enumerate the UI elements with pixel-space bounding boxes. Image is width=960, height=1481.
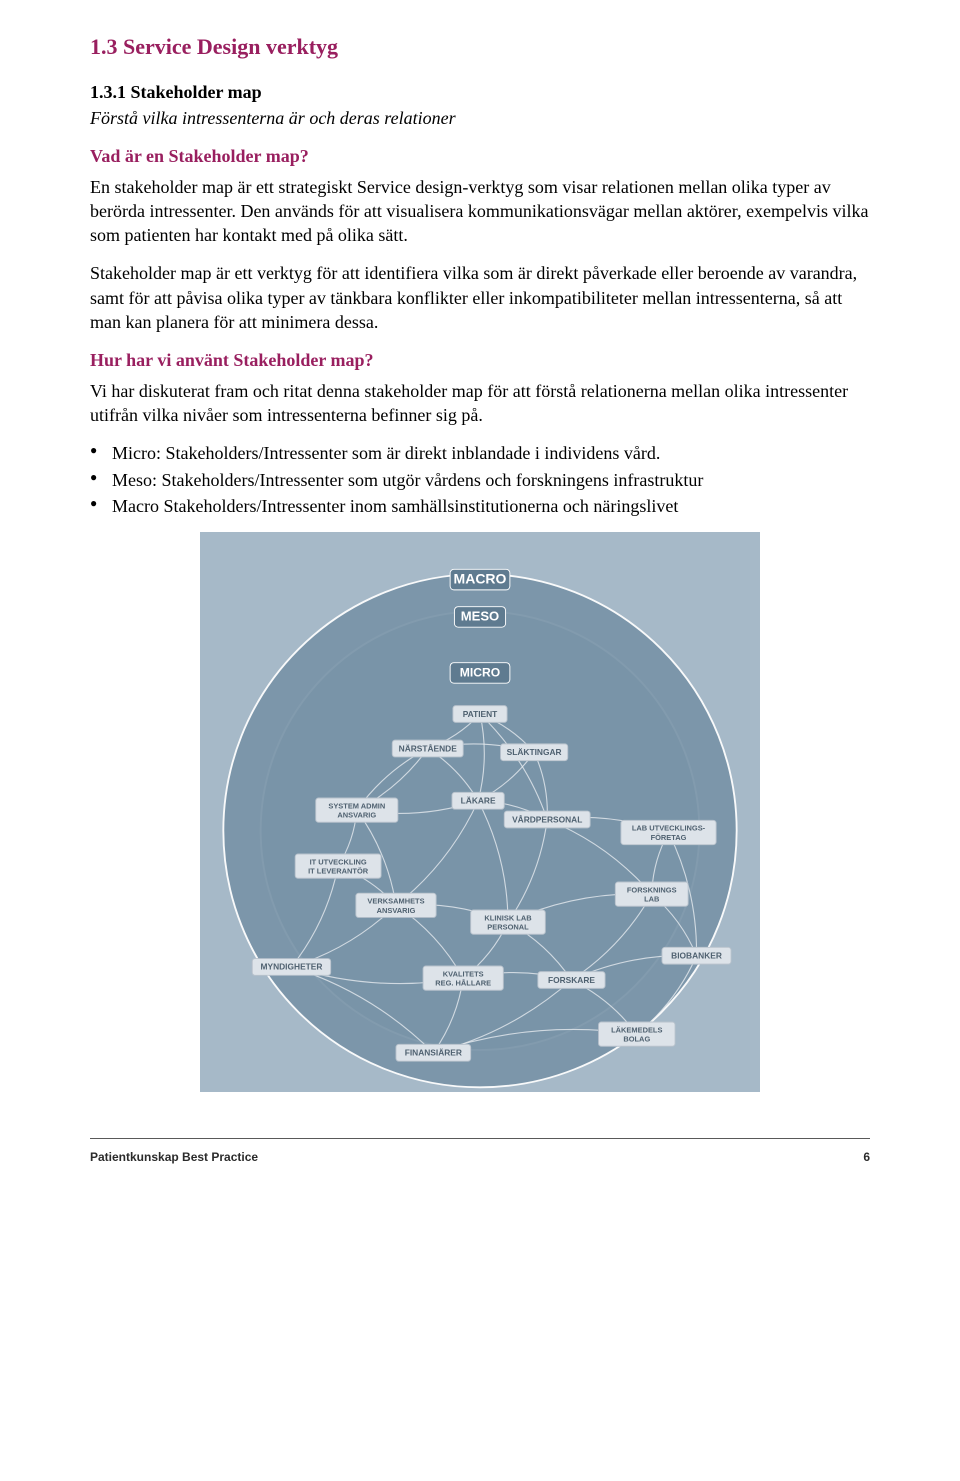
svg-text:IT UTVECKLING: IT UTVECKLING bbox=[310, 857, 367, 866]
stakeholder-map-diagram: MACRO MESO MICRO PATIENT NÄRSTÅENDE SLÄKTINGA… bbox=[90, 532, 870, 1092]
svg-text:FÖRETAG: FÖRETAG bbox=[651, 833, 687, 842]
svg-text:ANSVARIG: ANSVARIG bbox=[337, 811, 376, 820]
svg-text:REG. HÅLLARE: REG. HÅLLARE bbox=[435, 979, 491, 988]
svg-text:LAB: LAB bbox=[644, 895, 660, 904]
paragraph-1: En stakeholder map är ett strategiskt Se… bbox=[90, 175, 870, 248]
paragraph-3: Vi har diskuterat fram och ritat denna s… bbox=[90, 379, 870, 428]
svg-text:SLÄKTINGAR: SLÄKTINGAR bbox=[507, 747, 562, 757]
svg-text:FINANSIÄRER: FINANSIÄRER bbox=[405, 1048, 462, 1058]
page-number: 6 bbox=[863, 1149, 870, 1165]
svg-text:MYNDIGHETER: MYNDIGHETER bbox=[261, 962, 323, 972]
svg-text:KVALITETS: KVALITETS bbox=[443, 969, 484, 978]
svg-text:VERKSAMHETS: VERKSAMHETS bbox=[367, 897, 424, 906]
svg-text:BOLAG: BOLAG bbox=[623, 1035, 650, 1044]
footer-title: Patientkunskap Best Practice bbox=[90, 1149, 258, 1165]
subsection-subtitle: Förstå vilka intressenterna är och deras… bbox=[90, 106, 870, 130]
svg-text:PERSONAL: PERSONAL bbox=[487, 923, 529, 932]
question-1: Vad är en Stakeholder map? bbox=[90, 144, 870, 168]
level-bullet-list: Micro: Stakeholders/Intressenter som är … bbox=[90, 441, 870, 518]
list-item: Micro: Stakeholders/Intressenter som är … bbox=[112, 441, 870, 465]
svg-text:MESO: MESO bbox=[461, 609, 499, 624]
svg-text:PATIENT: PATIENT bbox=[463, 709, 498, 719]
page-footer: Patientkunskap Best Practice 6 bbox=[90, 1138, 870, 1165]
list-item: Macro Stakeholders/Intressenter inom sam… bbox=[112, 494, 870, 518]
svg-text:LÄKARE: LÄKARE bbox=[461, 796, 496, 806]
svg-text:FORSKARE: FORSKARE bbox=[548, 975, 595, 985]
svg-text:MACRO: MACRO bbox=[454, 570, 507, 586]
svg-text:LÄKEMEDELS: LÄKEMEDELS bbox=[611, 1025, 662, 1034]
svg-text:MICRO: MICRO bbox=[460, 666, 500, 680]
list-item: Meso: Stakeholders/Intressenter som utgö… bbox=[112, 468, 870, 492]
svg-text:ANSVARIG: ANSVARIG bbox=[377, 906, 416, 915]
section-heading: 1.3 Service Design verktyg bbox=[90, 32, 870, 62]
svg-text:SYSTEM ADMIN: SYSTEM ADMIN bbox=[328, 801, 385, 810]
svg-text:BIOBANKER: BIOBANKER bbox=[671, 951, 722, 961]
svg-text:LAB UTVECKLINGS-: LAB UTVECKLINGS- bbox=[632, 824, 706, 833]
question-2: Hur har vi använt Stakeholder map? bbox=[90, 348, 870, 372]
svg-text:FORSKNINGS: FORSKNINGS bbox=[627, 885, 677, 894]
svg-text:IT LEVERANTÖR: IT LEVERANTÖR bbox=[308, 867, 369, 876]
svg-text:KLINISK LAB: KLINISK LAB bbox=[484, 913, 532, 922]
svg-text:NÄRSTÅENDE: NÄRSTÅENDE bbox=[399, 743, 458, 753]
svg-text:VÅRDPERSONAL: VÅRDPERSONAL bbox=[512, 814, 582, 824]
paragraph-2: Stakeholder map är ett verktyg för att i… bbox=[90, 261, 870, 334]
subsection-heading: 1.3.1 Stakeholder map bbox=[90, 80, 870, 104]
